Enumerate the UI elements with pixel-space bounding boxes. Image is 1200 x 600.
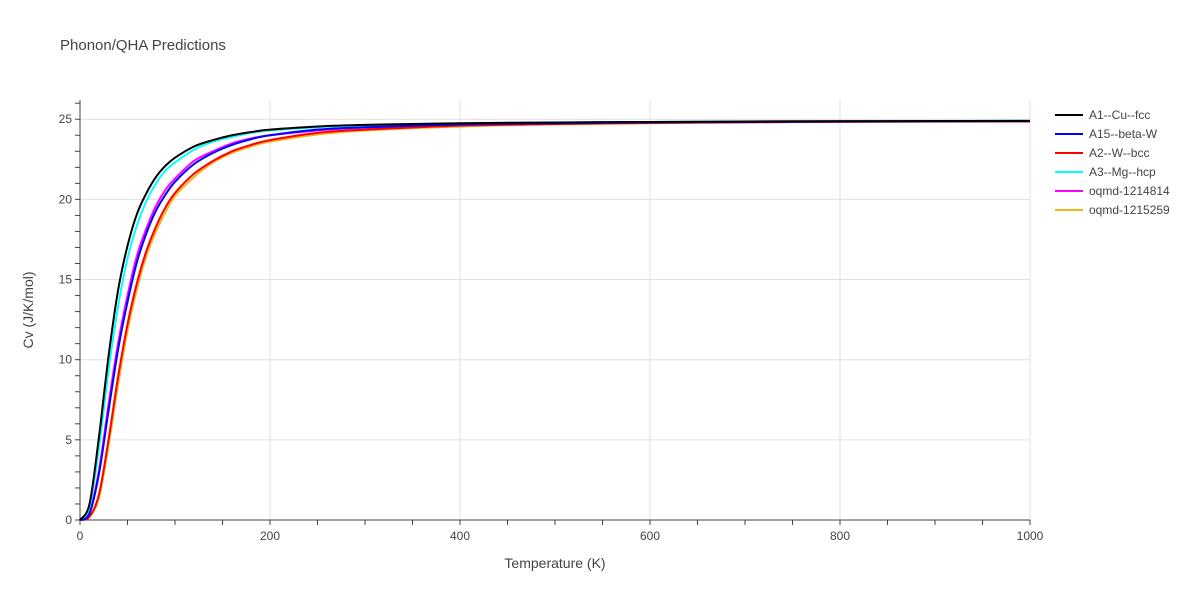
legend-item-oqmd-1215259[interactable]: oqmd-1215259 (1055, 203, 1170, 217)
legend-item-oqmd-1214814[interactable]: oqmd-1214814 (1055, 184, 1170, 198)
x-tick-label: 0 (77, 529, 84, 543)
tick-labels: 0 200 400 600 800 1000 0 5 10 15 20 25 (59, 112, 1044, 543)
axes (75, 100, 1031, 525)
y-tick-label: 5 (65, 433, 72, 447)
series-line-a1-cu-fcc (79, 119, 1031, 521)
x-tick-label: 600 (640, 529, 660, 543)
grid (80, 100, 1031, 520)
y-tick-label: 0 (65, 513, 72, 527)
x-tick-label: 800 (830, 529, 850, 543)
legend-item-a3-mg-hcp[interactable]: A3--Mg--hcp (1055, 165, 1156, 179)
x-axis-title: Temperature (K) (504, 555, 605, 571)
legend-item-a15-beta-w[interactable]: A15--beta-W (1055, 127, 1158, 141)
legend-label: A15--beta-W (1089, 127, 1158, 141)
y-axis-title: Cv (J/K/mol) (20, 272, 36, 349)
x-tick-label: 200 (260, 529, 280, 543)
y-tick-label: 25 (59, 112, 73, 126)
chart-title: Phonon/QHA Predictions (60, 37, 226, 54)
legend-item-a1-cu-fcc[interactable]: A1--Cu--fcc (1055, 108, 1150, 122)
y-tick-label: 15 (59, 273, 73, 287)
legend-label: A1--Cu--fcc (1089, 108, 1150, 122)
y-tick-label: 10 (59, 353, 73, 367)
legend-label: oqmd-1215259 (1089, 203, 1170, 217)
x-tick-label: 1000 (1017, 529, 1044, 543)
legend-label: A3--Mg--hcp (1089, 165, 1156, 179)
y-tick-label: 20 (59, 192, 73, 206)
legend: A1--Cu--fcc A15--beta-W A2--W--bcc A3--Mg--… (1055, 108, 1170, 217)
x-tick-label: 400 (450, 529, 470, 543)
legend-item-a2-w-bcc[interactable]: A2--W--bcc (1055, 146, 1149, 160)
legend-label: A2--W--bcc (1089, 146, 1149, 160)
legend-label: oqmd-1214814 (1089, 184, 1170, 198)
series-group (79, 119, 1031, 521)
